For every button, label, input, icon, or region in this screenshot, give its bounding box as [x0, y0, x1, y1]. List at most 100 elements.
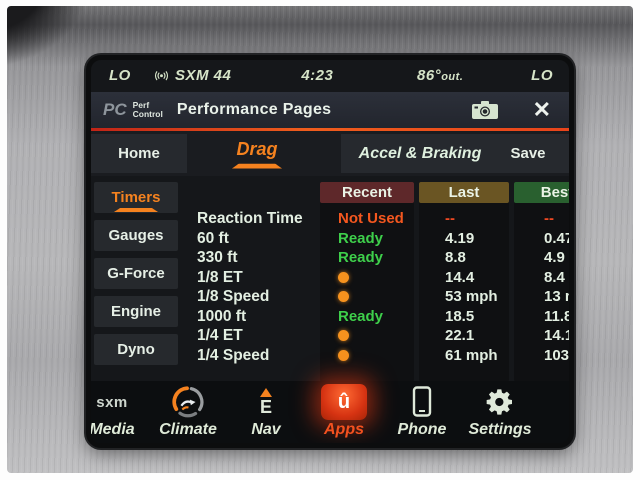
- dock-label-climate: Climate: [159, 421, 217, 438]
- page-title: Performance Pages: [176, 101, 332, 118]
- sidebar-item-label: Gauges: [108, 227, 164, 244]
- row-label: 1/4 ET: [197, 327, 243, 344]
- nav-compass-icon: E: [259, 384, 272, 420]
- active-sidebar-indicator: [114, 208, 158, 212]
- tab-accel-braking[interactable]: Accel & Braking: [341, 134, 499, 173]
- dock-item-nav[interactable]: E Nav: [227, 384, 305, 439]
- perf-control-caption: Perf Control: [132, 99, 163, 120]
- radio-station: SXM 44: [175, 67, 232, 84]
- recent-cell: Not Used: [338, 210, 404, 227]
- sidebar-item-engine[interactable]: Engine: [94, 296, 178, 327]
- perf-control-caption-line2: Control: [132, 109, 163, 119]
- last-cell: 8.8: [445, 249, 466, 266]
- sidebar-item-dyno[interactable]: Dyno: [94, 334, 178, 365]
- column-last: Last -- 4.19 8.8 14.4 53 mph 18.5 22.1 6…: [419, 182, 509, 381]
- last-cell: 61 mph: [445, 346, 498, 364]
- dock-label-media: Media: [89, 421, 135, 438]
- recent-cell: Ready: [338, 307, 384, 325]
- tab-drag-label: Drag: [236, 138, 278, 159]
- best-cell: 103 mph: [544, 346, 570, 364]
- best-cell: 14.1: [544, 327, 574, 344]
- recent-cell: [320, 346, 414, 366]
- last-cell: 4.19: [445, 229, 475, 247]
- save-button[interactable]: Save: [487, 134, 569, 173]
- outside-temperature-suffix: out.: [441, 71, 464, 83]
- last-cell: 18.5: [445, 307, 475, 325]
- gear-icon: [484, 384, 516, 420]
- climate-gauge-icon: [171, 384, 205, 420]
- column-row-labels: Reaction Time 60 ft 330 ft 1/8 ET 1/8 Sp…: [189, 182, 315, 381]
- best-column-header: Best: [514, 182, 569, 203]
- header-accent-divider: [91, 128, 569, 131]
- sidebar: Timers Gauges G-Force Engine Dyno: [91, 182, 181, 381]
- row-label: 1/4 Speed: [197, 346, 270, 364]
- tab-home[interactable]: Home: [91, 134, 187, 173]
- close-icon[interactable]: ✕: [532, 97, 551, 122]
- label-column-header-spacer: [189, 182, 315, 209]
- last-cell: 14.4: [445, 268, 475, 286]
- sxm-logo-text: sxm: [96, 393, 128, 411]
- outside-temperature-value: 86°: [417, 67, 442, 84]
- recent-cell: Ready: [338, 229, 384, 247]
- best-cell: --: [544, 210, 554, 227]
- row-label: 1/8 Speed: [197, 288, 270, 305]
- dock-item-climate[interactable]: Climate: [149, 384, 227, 439]
- column-recent: Recent Not Used Ready Ready Ready: [320, 182, 414, 381]
- last-cell: 53 mph: [445, 288, 498, 305]
- recent-cell: Ready: [338, 249, 384, 266]
- content-area: Timers Gauges G-Force Engine Dyno: [91, 176, 569, 381]
- sidebar-item-gauges[interactable]: Gauges: [94, 220, 178, 251]
- row-label: 1/8 ET: [197, 268, 243, 286]
- nav-compass-letter: E: [259, 397, 272, 417]
- best-cell: 0.47: [544, 229, 574, 247]
- app-header: PC Perf Control Performance Pages ✕: [91, 92, 569, 128]
- sidebar-item-label: Engine: [110, 303, 161, 320]
- dock-label-nav: Nav: [251, 421, 281, 438]
- uconnect-apps-icon: û: [321, 384, 367, 420]
- column-best: Best -- 0.47 4.9 8.4 13 mph 11.8 14.1 10…: [514, 182, 574, 381]
- dock-item-media[interactable]: sxm Media: [89, 384, 151, 439]
- clock: 4:23: [301, 67, 334, 84]
- screenshot-camera-button[interactable]: [471, 100, 499, 120]
- sidebar-item-gforce[interactable]: G-Force: [94, 258, 178, 289]
- last-cell: --: [445, 210, 455, 227]
- recent-cell: [320, 326, 414, 346]
- sidebar-item-label: G-Force: [107, 265, 165, 282]
- sidebar-item-label: Timers: [111, 189, 161, 206]
- best-cell: 11.8: [544, 307, 573, 325]
- dock-label-phone: Phone: [397, 421, 447, 438]
- row-label: 330 ft: [197, 249, 238, 266]
- perf-control-caption-line1: Perf: [132, 99, 150, 110]
- climate-left-temp-badge: LO: [109, 67, 131, 84]
- best-cell: 8.4: [544, 268, 565, 286]
- nav-heading-triangle: [259, 388, 272, 397]
- sxm-logo: sxm: [96, 384, 128, 420]
- perf-control-logo: PC: [103, 100, 127, 119]
- antenna-icon: [153, 67, 170, 85]
- dock-item-settings[interactable]: Settings: [461, 384, 539, 439]
- timers-table: Reaction Time 60 ft 330 ft 1/8 ET 1/8 Sp…: [189, 182, 574, 381]
- row-label: 60 ft: [197, 229, 229, 247]
- dock-item-apps[interactable]: û Apps: [305, 384, 383, 439]
- row-label: Reaction Time: [197, 210, 303, 227]
- climate-right-temp-badge: LO: [531, 67, 553, 84]
- recent-cell: [320, 287, 414, 307]
- sidebar-item-timers[interactable]: Timers: [94, 182, 178, 213]
- active-tab-indicator: [232, 163, 282, 169]
- last-column-header: Last: [419, 182, 509, 203]
- best-cell: 13 mph: [544, 288, 569, 305]
- recent-cell: [320, 268, 414, 288]
- uconnect-apps-glyph: û: [337, 391, 351, 413]
- tab-row: Home Drag Accel & Braking Save: [91, 131, 569, 176]
- tab-drag[interactable]: Drag: [207, 134, 307, 173]
- dock-label-settings: Settings: [468, 421, 532, 438]
- best-cell: 4.9: [544, 249, 565, 266]
- row-label: 1000 ft: [197, 307, 247, 325]
- recent-column-header: Recent: [320, 182, 414, 203]
- bottom-dock: sxm Media Climate: [91, 381, 569, 443]
- infotainment-screen: LO SXM 44 4:23 86°out. LO PC Perf Contro…: [86, 55, 574, 448]
- sidebar-item-label: Dyno: [117, 341, 155, 358]
- last-cell: 22.1: [445, 327, 475, 344]
- dock-item-phone[interactable]: Phone: [383, 384, 461, 439]
